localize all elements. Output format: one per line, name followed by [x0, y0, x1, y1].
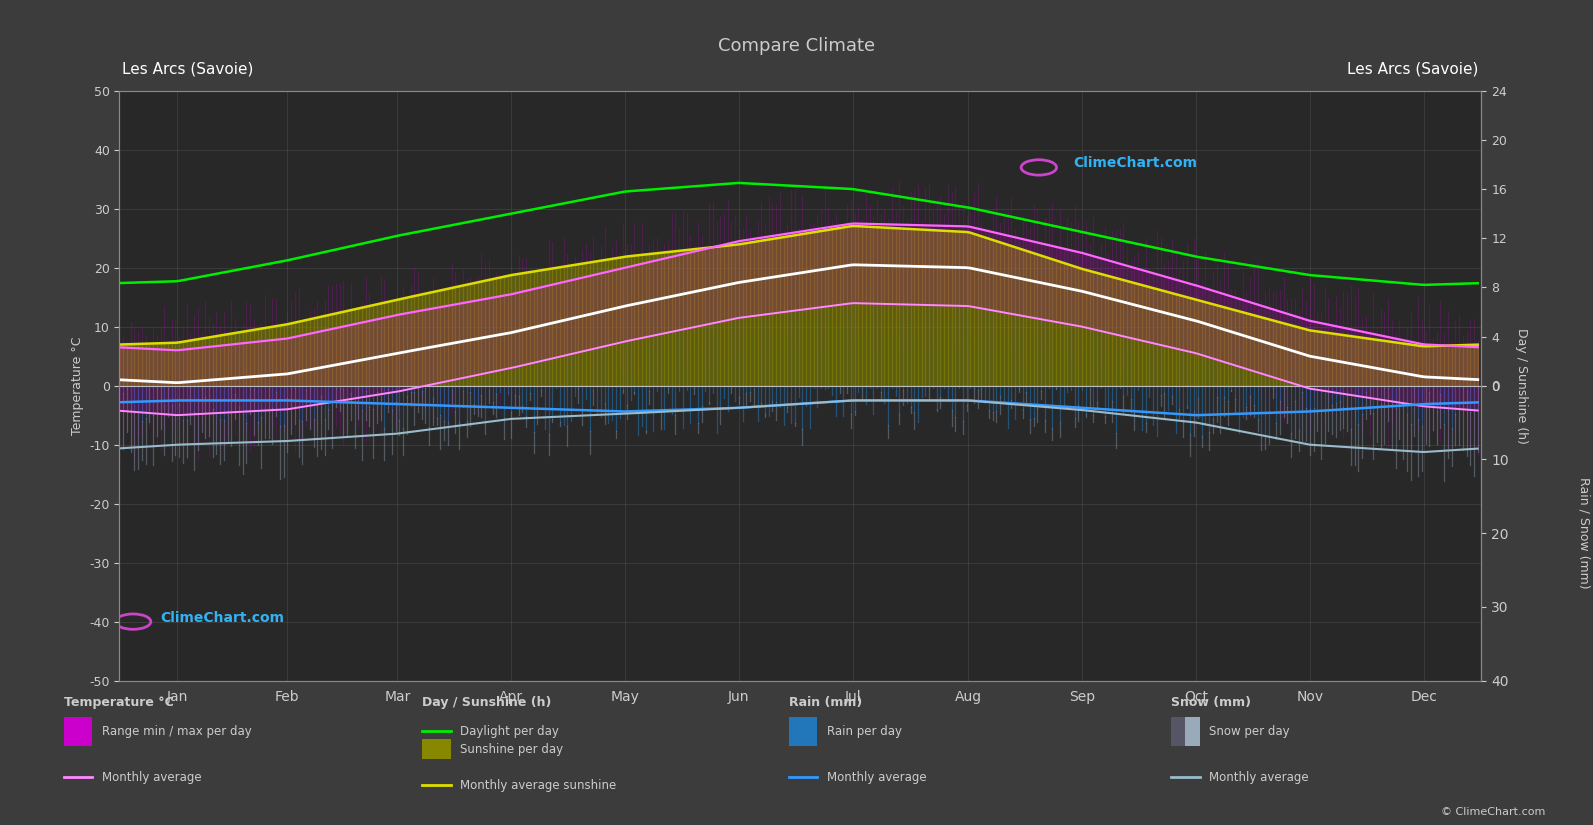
- Y-axis label: Temperature °C: Temperature °C: [70, 337, 84, 435]
- Text: © ClimeChart.com: © ClimeChart.com: [1440, 807, 1545, 817]
- Bar: [1185, 717, 1200, 746]
- Text: Monthly average: Monthly average: [827, 771, 927, 784]
- Y-axis label: Day / Sunshine (h): Day / Sunshine (h): [1515, 328, 1528, 444]
- Text: Snow (mm): Snow (mm): [1171, 696, 1251, 710]
- Text: Monthly average: Monthly average: [102, 771, 202, 784]
- Text: Rain (mm): Rain (mm): [789, 696, 862, 710]
- Text: Les Arcs (Savoie): Les Arcs (Savoie): [123, 61, 253, 76]
- Text: Snow per day: Snow per day: [1209, 725, 1290, 738]
- Bar: [789, 717, 817, 746]
- Bar: [64, 717, 92, 746]
- Text: Day / Sunshine (h): Day / Sunshine (h): [422, 696, 551, 710]
- Text: ClimeChart.com: ClimeChart.com: [1074, 157, 1196, 171]
- Text: Temperature °C: Temperature °C: [64, 696, 174, 710]
- Text: Compare Climate: Compare Climate: [718, 37, 875, 55]
- Text: Monthly average: Monthly average: [1209, 771, 1309, 784]
- Text: Les Arcs (Savoie): Les Arcs (Savoie): [1348, 61, 1478, 76]
- Text: Daylight per day: Daylight per day: [460, 725, 559, 738]
- Text: Rain / Snow (mm): Rain / Snow (mm): [1577, 478, 1590, 589]
- Bar: [422, 739, 451, 759]
- Text: Rain per day: Rain per day: [827, 725, 902, 738]
- Bar: [1171, 717, 1185, 746]
- Text: Monthly average sunshine: Monthly average sunshine: [460, 779, 616, 792]
- Text: ClimeChart.com: ClimeChart.com: [161, 610, 284, 625]
- Text: Sunshine per day: Sunshine per day: [460, 743, 564, 757]
- Text: Range min / max per day: Range min / max per day: [102, 725, 252, 738]
